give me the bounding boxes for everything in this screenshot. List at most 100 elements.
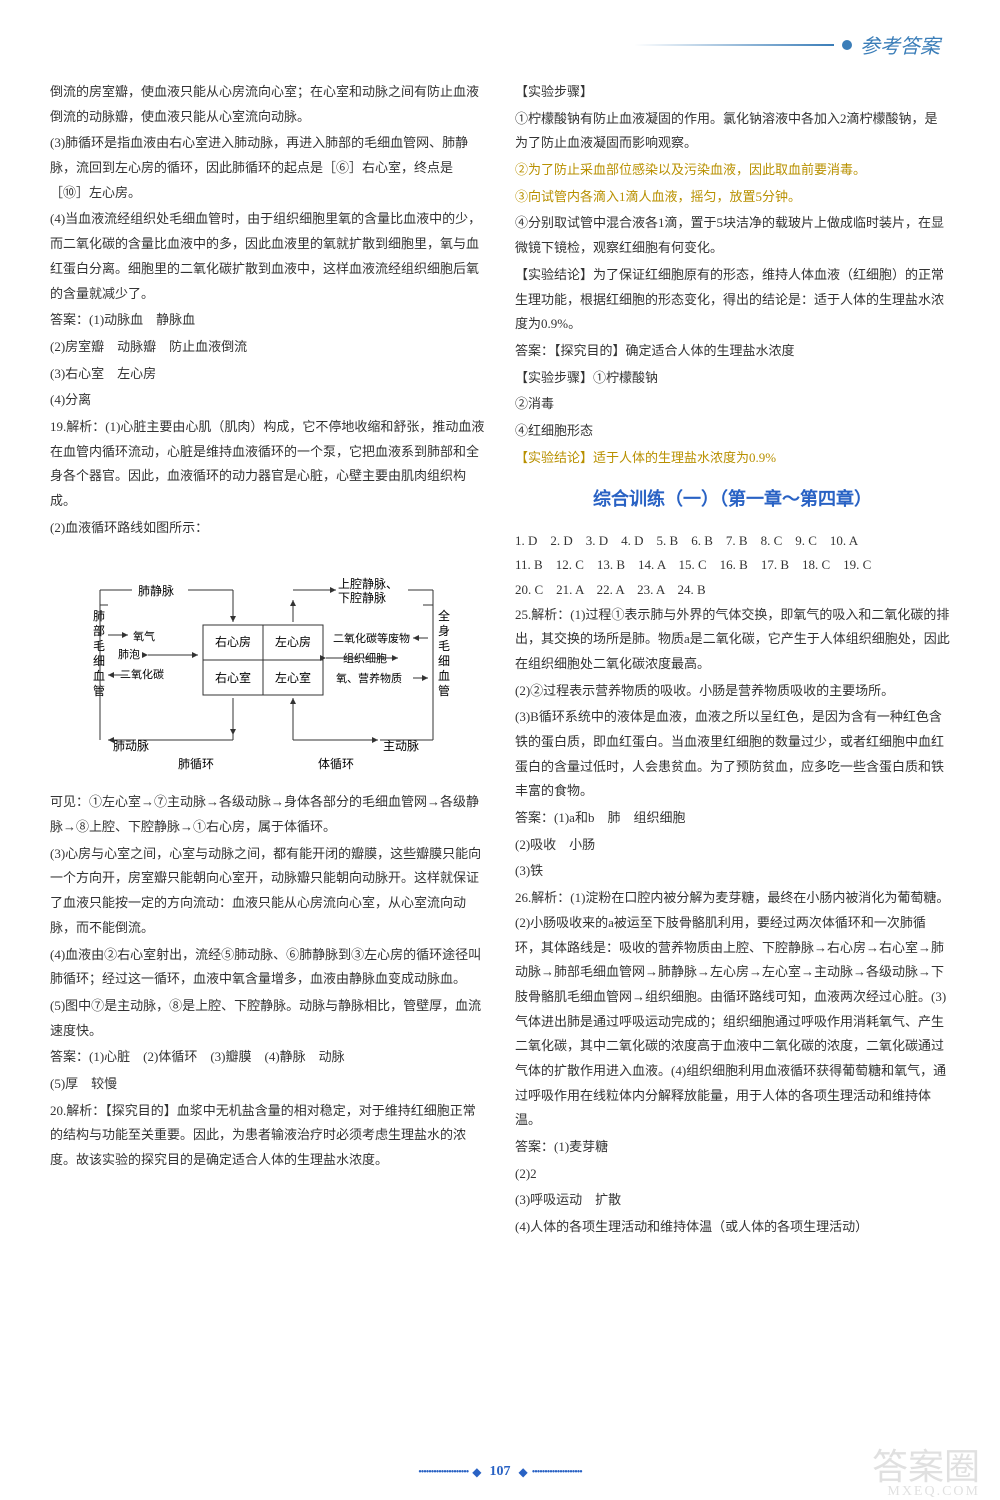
mc-row: 1. D 2. D 3. D 4. D 5. B 6. B 7. B 8. C …	[515, 529, 950, 554]
analysis-label: 解析：	[531, 607, 570, 622]
header-line	[634, 44, 834, 46]
text: 【探究目的】血浆中无机盐含量的相对稳定，对于维持红细胞正常的结构与功能至关重要。…	[50, 1103, 476, 1167]
mc-row: 20. C 21. A 22. A 23. A 24. B	[515, 578, 950, 603]
svg-text:右心室: 右心室	[214, 670, 250, 685]
svg-text:部: 部	[93, 623, 105, 638]
answer: 【实验结论】适于人体的生理盐水浓度为0.9%	[515, 446, 950, 471]
answer: (5)厚 较慢	[50, 1072, 485, 1097]
text: (1)麦芽糖	[554, 1139, 608, 1154]
svg-text:体循环: 体循环	[318, 757, 354, 771]
q-num: 19.	[50, 419, 66, 434]
text: (2)②过程表示营养物质的吸收。小肠是营养物质吸收的主要场所。	[515, 679, 950, 704]
text: ②为了防止采血部位感染以及污染血液，因此取血前要消毒。	[515, 158, 950, 183]
svg-text:身: 身	[438, 623, 450, 638]
svg-text:上腔静脉、: 上腔静脉、	[338, 576, 398, 591]
answer-label: 答案：	[50, 312, 89, 327]
right-column: 【实验步骤】 ①柠檬酸钠有防止血液凝固的作用。氯化钠溶液中各加入2滴柠檬酸钠，是…	[515, 80, 950, 1242]
text: 【探究目的】确定适合人体的生理盐水浓度	[554, 343, 795, 358]
diagram-svg: 右心房 左心房 右心室 左心室 肺静脉 上腔静脉、 下腔静脉 肺 部 毛 细 血	[78, 550, 458, 780]
svg-text:毛: 毛	[93, 639, 105, 653]
answer: 答案：(1)麦芽糖	[515, 1135, 950, 1160]
section-title: 综合训练（一）（第一章～第四章）	[515, 482, 950, 516]
answer-label: 答案：	[50, 1049, 89, 1064]
answer: 【实验步骤】①柠檬酸钠	[515, 366, 950, 391]
answer-text: (1)心脏 (2)体循环 (3)瓣膜 (4)静脉 动脉	[89, 1049, 345, 1064]
page-footer: •••••••••••••••••••• ◆ 107 ◆ •••••••••••…	[418, 1464, 582, 1480]
svg-text:全: 全	[438, 608, 450, 623]
q-num: 26.	[515, 890, 531, 905]
answer: ②消毒	[515, 392, 950, 417]
answer-line: (4)分离	[50, 388, 485, 413]
analysis-label: 解析：	[531, 890, 570, 905]
text: (1)心脏主要由心肌（肌肉）构成，它不停地收缩和舒张，推动血液在血管内循环流动，…	[50, 419, 484, 508]
svg-text:肺静脉: 肺静脉	[138, 583, 174, 598]
text: 【实验结论】为了保证红细胞原有的形态，维持人体血液（红细胞）的正常生理功能，根据…	[515, 263, 950, 337]
analysis-label: 解析：	[66, 419, 105, 434]
q19: 19.解析：(1)心脏主要由心肌（肌肉）构成，它不停地收缩和舒张，推动血液在血管…	[50, 415, 485, 514]
page-number: 107	[486, 1464, 515, 1480]
text: (1)a和b 肺 组织细胞	[554, 810, 685, 825]
answer-text: (1)动脉血 静脉血	[89, 312, 195, 327]
footer-dots-right: ••••••••••••••••••••	[532, 1467, 582, 1478]
svg-text:二氧化碳等废物: 二氧化碳等废物	[333, 631, 410, 645]
q25: 25.解析：(1)过程①表示肺与外界的气体交换，即氧气的吸入和二氧化碳的排出，其…	[515, 603, 950, 677]
answer-label: 答案：	[515, 343, 554, 358]
answer: 答案：(1)a和b 肺 组织细胞	[515, 806, 950, 831]
text: (3)肺循环是指血液由右心室进入肺动脉，再进入肺部的毛细血管网、肺静脉，流回到左…	[50, 131, 485, 205]
header-dot	[842, 40, 852, 50]
q26: 26.解析：(1)淀粉在口腔内被分解为麦芽糖，最终在小肠内被消化为葡萄糖。(2)…	[515, 886, 950, 1133]
text: (1)淀粉在口腔内被分解为麦芽糖，最终在小肠内被消化为葡萄糖。(2)小肠吸收来的…	[515, 890, 949, 1127]
svg-text:肺动脉: 肺动脉	[113, 738, 149, 753]
svg-text:下腔静脉: 下腔静脉	[338, 590, 386, 605]
answer-line: (3)右心室 左心房	[50, 362, 485, 387]
svg-text:左心房: 左心房	[274, 634, 310, 649]
text: (2)血液循环路线如图所示：	[50, 516, 485, 541]
svg-text:血: 血	[93, 669, 105, 683]
conclusion-label: 【实验结论】	[515, 267, 593, 282]
text: ④分别取试管中混合液各1滴，置于5块洁净的载玻片上做成临时装片，在显微镜下镜检，…	[515, 211, 950, 260]
answer: (2)2	[515, 1162, 950, 1187]
q-num: 20.	[50, 1103, 66, 1118]
text: ①柠檬酸钠有防止血液凝固的作用。氯化钠溶液中各加入2滴柠檬酸钠，是为了防止血液凝…	[515, 107, 950, 156]
text: ③向试管内各滴入1滴人血液，摇匀，放置5分钟。	[515, 185, 950, 210]
svg-text:肺: 肺	[93, 609, 105, 623]
answer: (3)呼吸运动 扩散	[515, 1188, 950, 1213]
answer: (3)铁	[515, 859, 950, 884]
answer: (4)人体的各项生理活动和维持体温（或人体的各项生理活动）	[515, 1215, 950, 1240]
text: (5)图中⑦是主动脉，⑧是上腔、下腔静脉。动脉与静脉相比，管壁厚，血流速度快。	[50, 994, 485, 1043]
footer-diamond: ◆	[519, 1465, 528, 1480]
svg-text:二氧化碳: 二氧化碳	[120, 667, 164, 681]
answer-line: 答案：(1)动脉血 静脉血	[50, 308, 485, 333]
left-column: 倒流的房室瓣，使血液只能从心房流向心室；在心室和动脉之间有防止血液倒流的动脉瓣，…	[50, 80, 485, 1242]
main-content: 倒流的房室瓣，使血液只能从心房流向心室；在心室和动脉之间有防止血液倒流的动脉瓣，…	[50, 80, 950, 1242]
svg-text:细: 细	[93, 654, 105, 668]
svg-text:肺循环: 肺循环	[178, 757, 214, 771]
answer: (2)吸收 小肠	[515, 833, 950, 858]
watermark-sub: MXEQ.COM	[887, 1484, 980, 1500]
answer: 答案：【探究目的】确定适合人体的生理盐水浓度	[515, 339, 950, 364]
text: (3)B循环系统中的液体是血液，血液之所以呈红色，是因为含有一种红色含铁的蛋白质…	[515, 705, 950, 804]
svg-text:毛: 毛	[438, 639, 450, 653]
answer-label: 答案：	[515, 810, 554, 825]
svg-text:左心室: 左心室	[274, 670, 310, 685]
header-title: 参考答案	[860, 30, 940, 59]
svg-text:右心房: 右心房	[214, 634, 250, 649]
svg-text:肺泡: 肺泡	[118, 647, 140, 661]
analysis-label: 解析：	[66, 1103, 105, 1118]
svg-text:管: 管	[93, 683, 105, 698]
svg-text:氧、营养物质: 氧、营养物质	[336, 671, 402, 685]
text: 可见：①左心室→⑦主动脉→各级动脉→身体各部分的毛细血管网→各级静脉→⑧上腔、下…	[50, 790, 485, 839]
circulation-diagram: 右心房 左心房 右心室 左心室 肺静脉 上腔静脉、 下腔静脉 肺 部 毛 细 血	[78, 550, 458, 780]
text: 倒流的房室瓣，使血液只能从心房流向心室；在心室和动脉之间有防止血液倒流的动脉瓣，…	[50, 80, 485, 129]
svg-text:管: 管	[438, 683, 450, 698]
footer-dots-left: ••••••••••••••••••••	[418, 1467, 468, 1478]
watermark: 答案圈	[872, 1438, 980, 1490]
answer: ④红细胞形态	[515, 419, 950, 444]
steps-label: 【实验步骤】	[515, 80, 950, 105]
footer-diamond: ◆	[472, 1465, 481, 1480]
svg-text:血: 血	[438, 669, 450, 683]
svg-text:细: 细	[438, 654, 450, 668]
text: (4)当血液流经组织处毛细血管时，由于组织细胞里氧的含量比血液中的少，而二氧化碳…	[50, 207, 485, 306]
text: (1)过程①表示肺与外界的气体交换，即氧气的吸入和二氧化碳的排出，其交换的场所是…	[515, 607, 950, 671]
answer-label: 答案：	[515, 1139, 554, 1154]
